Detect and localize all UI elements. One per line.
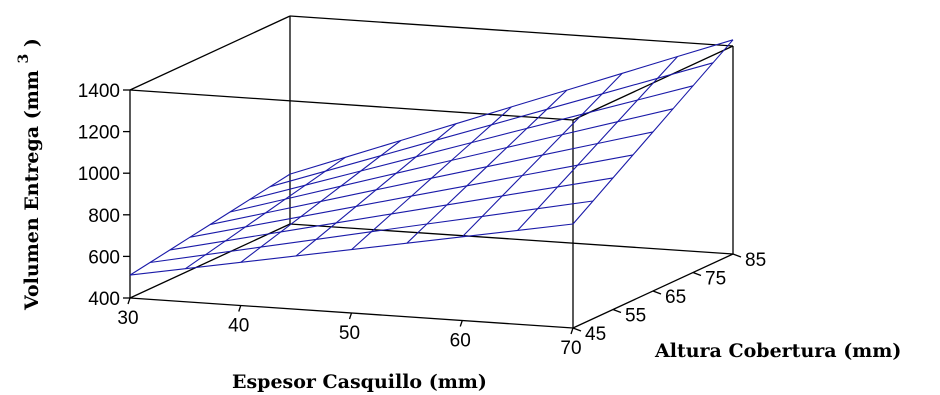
z-tick-label-800: 800: [88, 206, 120, 227]
x-axis-label: Espesor Casquillo (mm): [232, 371, 487, 393]
x-tick-mark-70: [570, 327, 574, 335]
z-tick-label-1400: 1400: [78, 81, 120, 102]
svg-text:Volumen Entrega (mm 3: Volumen Entrega (mm 3 ): [11, 38, 43, 311]
box-edge-5: [129, 223, 291, 299]
surface-line-x-40: [240, 140, 402, 263]
x-tick-label-40: 40: [228, 316, 249, 337]
y-tick-mark-65: [652, 290, 662, 295]
y-tick-mark-45: [572, 327, 582, 332]
y-tick-mark-75: [692, 271, 702, 277]
y-tick-label-45: 45: [585, 324, 606, 345]
y-tick-mark-85: [732, 253, 742, 258]
z-axis-label: Volumen Entrega (mm: [21, 70, 43, 311]
surface-line-x-70: [572, 39, 734, 225]
z-tick-label-1200: 1200: [78, 123, 120, 144]
x-tick-label-50: 50: [339, 323, 360, 344]
surface-line-x-50: [351, 106, 512, 251]
x-tick-mark-60: [459, 320, 463, 327]
y-tick-label-75: 75: [705, 269, 726, 290]
box-edge-7: [129, 15, 291, 91]
x-tick-label-60: 60: [450, 331, 471, 352]
z-axis-label-superscript: 3: [16, 54, 32, 64]
z-tick-label-400: 400: [88, 289, 120, 310]
surface-line-x-60: [461, 72, 623, 238]
y-tick-label-55: 55: [625, 306, 646, 327]
x-tick-mark-40: [238, 305, 242, 312]
surface-line-x-35: [185, 156, 346, 270]
z-axis-label-group: Volumen Entrega (mm 3 ): [11, 38, 43, 311]
z-tick-label-600: 600: [88, 247, 120, 268]
surface-line-x-65: [517, 56, 679, 231]
surface-line-x-30: [129, 173, 291, 276]
y-tick-label-85: 85: [745, 250, 766, 271]
surface-mesh: [129, 39, 734, 276]
box-edge-2: [289, 223, 734, 255]
surface-line-x-45: [295, 123, 457, 257]
x-tick-label-70: 70: [560, 338, 581, 359]
box-edge-4: [289, 15, 734, 47]
y-axis-label: Altura Cobertura (mm): [654, 340, 901, 362]
z-axis-label-close: ): [21, 38, 43, 47]
box-edge-3: [129, 89, 574, 121]
x-tick-mark-50: [348, 312, 353, 320]
y-tick-mark-55: [612, 308, 622, 314]
x-tick-mark-30: [127, 297, 131, 305]
surface-line-x-55: [406, 89, 568, 244]
y-tick-label-65: 65: [665, 287, 686, 308]
plot-box: [129, 15, 734, 329]
tick-marks: [123, 89, 742, 335]
z-tick-label-1000: 1000: [78, 164, 120, 185]
x-tick-label-30: 30: [117, 308, 138, 329]
